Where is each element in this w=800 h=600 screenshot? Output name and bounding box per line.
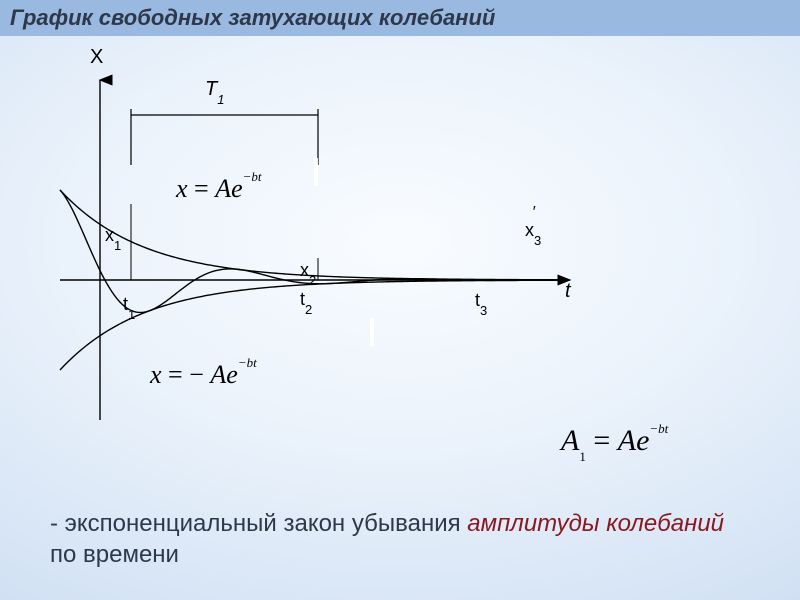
peak-x1-label: х1 — [105, 225, 121, 249]
formula-amp-exp: −bt — [649, 421, 668, 436]
cursor-indicator-1 — [314, 158, 318, 186]
formula-upper-e: e — [231, 174, 243, 203]
caption: - экспоненциальный закон убывания амплит… — [50, 508, 750, 570]
peak-x3-label: х3 — [525, 220, 541, 244]
cursor-indicator-2 — [370, 318, 374, 346]
formula-amp-A1: A — [561, 424, 579, 457]
caption-suffix: по времени — [50, 541, 179, 568]
formula-amplitude: A1 = Ae−bt — [555, 422, 674, 463]
time-t2-label: t2 — [300, 289, 312, 313]
formula-lower-e: e — [226, 360, 238, 389]
caption-emphasis: амплитуды колебаний — [467, 510, 724, 537]
slide-title: График свободных затухающих колебаний — [10, 5, 495, 31]
oscillation-plot — [0, 70, 600, 430]
axis-x-label: Х — [90, 46, 103, 69]
formula-upper-exp: −bt — [243, 169, 262, 184]
caption-prefix: - экспоненциальный закон убывания — [50, 510, 467, 537]
axis-t-label: t — [565, 280, 571, 303]
formula-upper-lhs: x — [176, 174, 188, 203]
formula-amp-A: A — [618, 424, 636, 457]
formula-lower-sign: − — [189, 360, 204, 389]
peak-x2-label: х2 — [300, 260, 316, 284]
formula-upper-A: A — [215, 174, 231, 203]
formula-lower-exp: −bt — [238, 355, 257, 370]
formula-upper-envelope: x = Ae−bt — [170, 172, 268, 206]
formula-amp-e: e — [636, 424, 649, 457]
formula-lower-lhs: x — [150, 360, 162, 389]
formula-amp-sub: 1 — [579, 449, 586, 464]
title-bar: График свободных затухающих колебаний — [0, 0, 800, 36]
time-t1-label: t1 — [123, 294, 135, 318]
tick-mark: ′ — [532, 204, 535, 222]
slide: График свободных затухающих колебаний Х … — [0, 0, 800, 600]
formula-lower-A: A — [210, 360, 226, 389]
time-t3-label: t3 — [475, 290, 487, 314]
formula-lower-envelope: x = − Ae−bt — [144, 358, 263, 392]
